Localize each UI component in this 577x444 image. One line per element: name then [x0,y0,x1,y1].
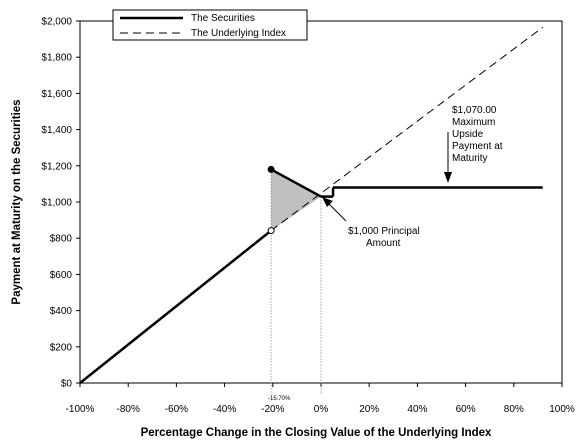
x-axis-title: Percentage Change in the Closing Value o… [141,427,492,439]
x-tick-label: 60% [456,404,476,415]
marker-group [267,165,275,235]
y-tick-label: $2,000 [41,17,72,28]
cap-line-4: Maturity [452,153,488,164]
y-tick-label: $1,800 [41,53,72,64]
cap-line-2: Upside [452,129,484,140]
securities-line [270,168,322,198]
cap-arrow-head [444,172,452,183]
y-axis: $0 $200 $400 $600 $800 $1,000 $1,200 $1,400 $1,6… [41,17,80,390]
threshold-label: -15.70% [268,396,291,402]
x-tick-label: -20% [261,404,284,415]
y-tick-label: $800 [50,234,73,245]
x-tick-label: 100% [549,404,575,415]
principal-line-1: $1,000 Principal [348,226,420,237]
y-tick-label: $1,400 [41,125,72,136]
y-tick-label: $200 [50,342,73,353]
x-tick-label: -60% [165,404,188,415]
y-tick-label: $1,000 [41,198,72,209]
shaded-region [271,169,321,231]
reference-lines [270,169,322,395]
x-tick-label: 40% [407,404,427,415]
x-axis: -100% -80% -60% -40% -20% 0% 20% 40% 60% 80% 100% [66,383,575,415]
legend-box [112,9,308,41]
principal-line-2: Amount [366,238,401,249]
cap-line-3: Payment at [452,141,503,152]
cap-annotation: $1,070.00 Maximum Upside Payment at Matu… [444,105,503,183]
x-tick-label: -40% [213,404,236,415]
x-tick-label: -100% [66,404,95,415]
securities-line [79,229,272,384]
y-axis-title: Payment at Maturity on the Securities [11,99,23,304]
cap-line-1: Maximum [452,117,495,128]
x-tick-label: 20% [359,404,379,415]
legend-label-securities: The Securities [191,13,255,24]
y-tick-label: $400 [50,306,73,317]
y-tick-label: $1,600 [41,89,72,100]
principal-arrow-head [322,197,333,207]
open-marker [267,227,275,235]
cap-value-label: $1,070.00 [452,105,497,116]
filled-marker [267,165,275,173]
x-tick-label: 0% [314,404,329,415]
x-tick-label: -80% [117,404,140,415]
y-tick-label: $1,200 [41,161,72,172]
principal-arrow-line [326,201,347,222]
legend-label-index: The Underlying Index [191,28,286,39]
x-tick-label: 80% [504,404,524,415]
principal-annotation: $1,000 Principal Amount [322,197,420,249]
index-line [270,26,544,231]
y-tick-label: $0 [61,379,73,390]
series-group [79,26,544,384]
y-tick-label: $600 [50,270,73,281]
legend: The Securities The Underlying Index [112,9,308,41]
